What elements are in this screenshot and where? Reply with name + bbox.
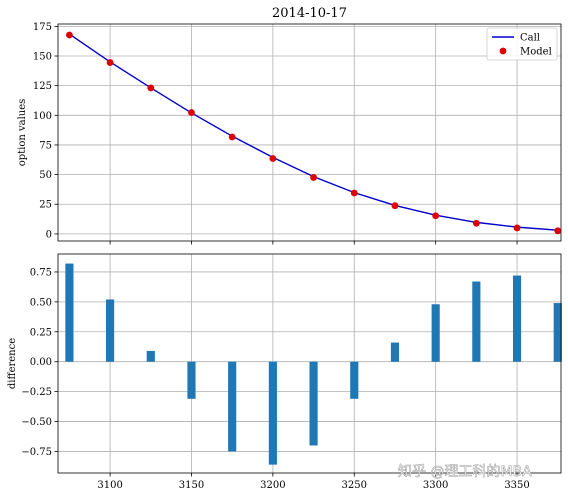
- bottom-y-tick-label: 0.00: [30, 357, 52, 368]
- difference-bar: [553, 303, 562, 362]
- bottom-y-tick-label: −0.50: [21, 417, 52, 428]
- model-point: [65, 31, 73, 39]
- top-axes-frame: [57, 23, 562, 242]
- top-y-tick-label: 0: [46, 229, 52, 240]
- bottom-y-tick-label: 0.25: [30, 327, 52, 338]
- x-tick-label: 3200: [260, 480, 285, 491]
- chart-title: 2014-10-17: [272, 6, 347, 21]
- option-values-subplot: 2014-10-17 0 25 50 75 100 125 150 175 option va…: [17, 6, 562, 245]
- top-y-tick-label: 125: [33, 81, 52, 92]
- difference-bar: [65, 263, 74, 362]
- model-point: [554, 227, 562, 235]
- bottom-y-tick-label: −0.75: [21, 447, 52, 458]
- model-point: [106, 59, 114, 66]
- x-tick-label: 3250: [342, 480, 367, 491]
- top-ticks: 0 25 50 75 100 125 150 175: [33, 22, 518, 245]
- x-tick-label: 3300: [423, 480, 448, 491]
- difference-bar: [309, 361, 318, 446]
- bottom-y-tick-label: −0.25: [21, 387, 52, 398]
- bottom-ticks: 3100 3150 3200 3250 3300 3350 −0.75 −0.50 −0.25 0…: [21, 267, 529, 491]
- x-tick-label: 3350: [504, 480, 529, 491]
- top-series-marks: [65, 31, 562, 235]
- bottom-y-tick-label: 0.75: [30, 267, 52, 278]
- x-tick-label: 3150: [179, 480, 204, 491]
- difference-bar: [268, 361, 277, 465]
- model-point: [391, 202, 399, 210]
- model-point: [350, 189, 358, 197]
- top-y-axis-label: option values: [17, 99, 28, 167]
- call-line: [68, 33, 558, 231]
- model-point: [269, 155, 277, 162]
- legend-model-label: Model: [520, 47, 552, 58]
- difference-bar: [350, 361, 359, 399]
- difference-subplot: 3100 3150 3200 3250 3300 3350 −0.75 −0.50 −0.25 0…: [7, 253, 562, 491]
- legend-model-swatch: [499, 47, 507, 55]
- legend: Call Model: [486, 27, 558, 61]
- difference-bar: [431, 304, 440, 362]
- bottom-y-tick-label: 0.50: [30, 297, 52, 308]
- model-point: [147, 84, 155, 92]
- difference-bars: [65, 263, 562, 465]
- top-y-tick-label: 75: [39, 140, 52, 151]
- top-gridlines: [58, 24, 561, 241]
- watermark: 知乎 @理工科的MBA: [398, 463, 532, 480]
- model-point: [188, 109, 195, 116]
- difference-bar: [512, 275, 522, 362]
- difference-bar: [228, 361, 237, 452]
- difference-bar: [472, 281, 481, 362]
- difference-bar: [390, 342, 400, 362]
- top-y-tick-label: 50: [39, 170, 52, 181]
- difference-bar: [146, 350, 155, 362]
- x-tick-label: 3100: [97, 480, 122, 491]
- bottom-y-axis-label: difference: [7, 338, 18, 389]
- top-y-tick-label: 175: [33, 22, 52, 33]
- model-point: [472, 219, 480, 227]
- top-y-tick-label: 100: [33, 111, 52, 122]
- model-point: [310, 174, 317, 181]
- top-y-tick-label: 25: [39, 200, 52, 211]
- model-point: [513, 224, 521, 232]
- difference-bar: [106, 299, 115, 362]
- model-point: [228, 133, 236, 141]
- model-point: [432, 212, 440, 220]
- top-y-tick-label: 150: [33, 52, 52, 63]
- difference-bar: [187, 361, 196, 399]
- legend-call-label: Call: [520, 33, 540, 44]
- bottom-axes-frame: [57, 253, 562, 474]
